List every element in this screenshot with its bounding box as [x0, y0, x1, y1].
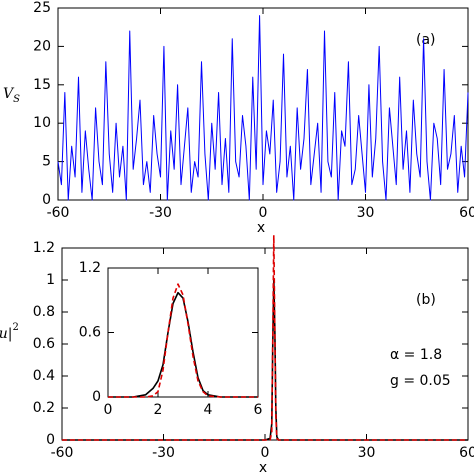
y-tick-label: 1.2 — [33, 240, 55, 256]
y-tick-label: 0.4 — [33, 368, 55, 384]
x-tick-label: -60 — [47, 205, 70, 221]
y-axis-label: |u|2 — [0, 322, 19, 343]
y-label-sub: S — [13, 94, 20, 105]
x-tick-label: 30 — [358, 445, 376, 461]
y-tick-label: 10 — [33, 115, 51, 131]
annotation: (b) — [416, 292, 436, 308]
y-tick-label: 0.8 — [33, 304, 55, 320]
y-tick-label: 0.6 — [79, 325, 101, 341]
y-label-main: |u| — [0, 326, 12, 342]
x-tick-label: 4 — [204, 402, 213, 418]
y-tick-label: 1.2 — [79, 260, 101, 276]
x-tick-label: -30 — [152, 445, 175, 461]
y-tick-label: 0 — [92, 389, 101, 405]
x-axis-label: x — [257, 220, 265, 236]
annotation: (a) — [416, 32, 436, 48]
x-axis-label: x — [259, 460, 267, 474]
x-tick-label: -30 — [149, 205, 172, 221]
data-line — [108, 291, 258, 398]
x-tick-label: 30 — [357, 205, 375, 221]
y-tick-label: 15 — [33, 77, 51, 93]
y-tick-label: 1 — [46, 272, 55, 288]
x-tick-label: 2 — [154, 402, 163, 418]
y-tick-label: 20 — [33, 38, 51, 54]
y-tick-label: 0 — [46, 432, 55, 448]
x-tick-label: 60 — [459, 205, 474, 221]
data-line — [108, 283, 258, 398]
data-line — [57, 15, 469, 201]
annotation: g = 0.05 — [390, 373, 451, 389]
x-tick-label: 0 — [259, 205, 268, 221]
plot-frame — [107, 267, 259, 398]
x-tick-label: 0 — [261, 445, 270, 461]
annotation: α = 1.8 — [390, 347, 442, 363]
x-tick-label: 6 — [254, 402, 263, 418]
y-tick-label: 25 — [33, 0, 51, 16]
y-tick-label: 0.2 — [33, 400, 55, 416]
y-label-main: V — [3, 86, 15, 102]
y-axis-label: VS — [3, 86, 20, 105]
y-label-sup: 2 — [12, 322, 18, 333]
x-tick-label: 60 — [459, 445, 474, 461]
x-tick-label: -60 — [51, 445, 74, 461]
data-line — [62, 234, 468, 441]
y-tick-label: 0 — [42, 192, 51, 208]
y-tick-label: 5 — [42, 154, 51, 170]
y-tick-label: 0.6 — [33, 336, 55, 352]
x-tick-label: 0 — [104, 402, 113, 418]
